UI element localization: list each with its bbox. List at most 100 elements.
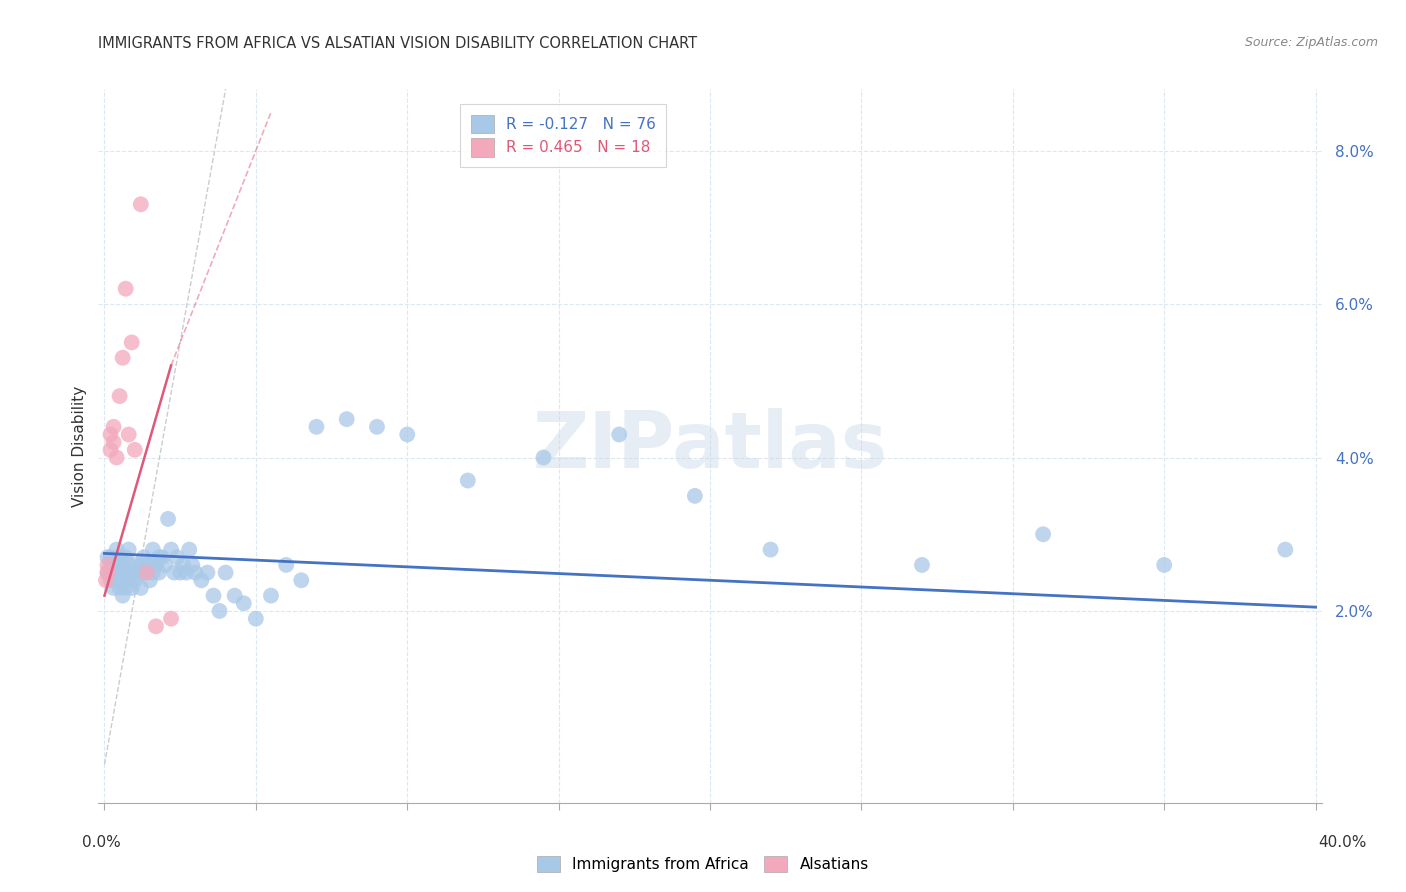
Point <box>105 558 128 572</box>
Point <box>103 581 125 595</box>
Point <box>114 550 136 565</box>
Point <box>224 589 246 603</box>
Point <box>100 558 122 572</box>
Point <box>174 566 197 580</box>
Point <box>683 489 706 503</box>
Text: IMMIGRANTS FROM AFRICA VS ALSATIAN VISION DISABILITY CORRELATION CHART: IMMIGRANTS FROM AFRICA VS ALSATIAN VISIO… <box>98 36 697 51</box>
Point <box>139 558 162 572</box>
Point <box>290 574 312 588</box>
Point <box>108 389 131 403</box>
Point <box>100 442 122 457</box>
Point <box>108 550 131 565</box>
Point <box>166 550 188 565</box>
Point <box>121 566 143 580</box>
Point <box>105 542 128 557</box>
Point <box>129 197 152 211</box>
Point <box>1153 558 1175 572</box>
Text: 0.0%: 0.0% <box>82 836 121 850</box>
Point <box>114 581 136 595</box>
Point <box>214 566 236 580</box>
Legend: Immigrants from Africa, Alsatians: Immigrants from Africa, Alsatians <box>530 848 876 880</box>
Point <box>111 589 134 603</box>
Point <box>396 427 419 442</box>
Point <box>190 574 212 588</box>
Point <box>103 419 125 434</box>
Point <box>96 558 118 572</box>
Point <box>759 542 782 557</box>
Point <box>114 282 136 296</box>
Point <box>135 566 157 580</box>
Point <box>145 619 167 633</box>
Text: ZIPatlas: ZIPatlas <box>533 408 887 484</box>
Point <box>911 558 934 572</box>
Point <box>118 574 141 588</box>
Point <box>153 558 176 572</box>
Point <box>118 542 141 557</box>
Text: Source: ZipAtlas.com: Source: ZipAtlas.com <box>1244 36 1378 49</box>
Point <box>114 566 136 580</box>
Point <box>181 558 204 572</box>
Point <box>94 574 117 588</box>
Point <box>105 450 128 465</box>
Point <box>127 566 149 580</box>
Point <box>96 550 118 565</box>
Point <box>208 604 231 618</box>
Point <box>169 566 191 580</box>
Point <box>111 558 134 572</box>
Point <box>132 566 155 580</box>
Point <box>160 542 183 557</box>
Point <box>336 412 359 426</box>
Point <box>124 442 146 457</box>
Point <box>96 566 118 580</box>
Point <box>172 558 194 572</box>
Point <box>111 351 134 365</box>
Point <box>100 427 122 442</box>
Point <box>157 512 180 526</box>
Point <box>457 474 479 488</box>
Point <box>118 427 141 442</box>
Point <box>145 558 167 572</box>
Point <box>135 558 157 572</box>
Point <box>276 558 298 572</box>
Point <box>100 574 122 588</box>
Point <box>103 566 125 580</box>
Point <box>100 550 122 565</box>
Point <box>129 558 152 572</box>
Y-axis label: Vision Disability: Vision Disability <box>72 385 87 507</box>
Point <box>139 574 162 588</box>
Point <box>124 558 146 572</box>
Point <box>184 566 207 580</box>
Point <box>103 435 125 450</box>
Point <box>148 550 170 565</box>
Point <box>103 558 125 572</box>
Point <box>111 566 134 580</box>
Point <box>607 427 630 442</box>
Point <box>1274 542 1296 557</box>
Point <box>260 589 283 603</box>
Point <box>118 558 141 572</box>
Point <box>366 419 388 434</box>
Point <box>179 542 201 557</box>
Point <box>96 566 118 580</box>
Point <box>148 566 170 580</box>
Point <box>142 566 165 580</box>
Point <box>232 596 254 610</box>
Point <box>108 566 131 580</box>
Point <box>197 566 219 580</box>
Point <box>121 581 143 595</box>
Point <box>105 574 128 588</box>
Point <box>150 550 173 565</box>
Legend: R = -0.127   N = 76, R = 0.465   N = 18: R = -0.127 N = 76, R = 0.465 N = 18 <box>460 104 666 167</box>
Point <box>160 612 183 626</box>
Point <box>121 335 143 350</box>
Text: 40.0%: 40.0% <box>1319 836 1367 850</box>
Point <box>108 581 131 595</box>
Point <box>129 581 152 595</box>
Point <box>533 450 555 465</box>
Point <box>1032 527 1054 541</box>
Point <box>305 419 328 434</box>
Point <box>245 612 267 626</box>
Point <box>124 574 146 588</box>
Point <box>142 542 165 557</box>
Point <box>202 589 225 603</box>
